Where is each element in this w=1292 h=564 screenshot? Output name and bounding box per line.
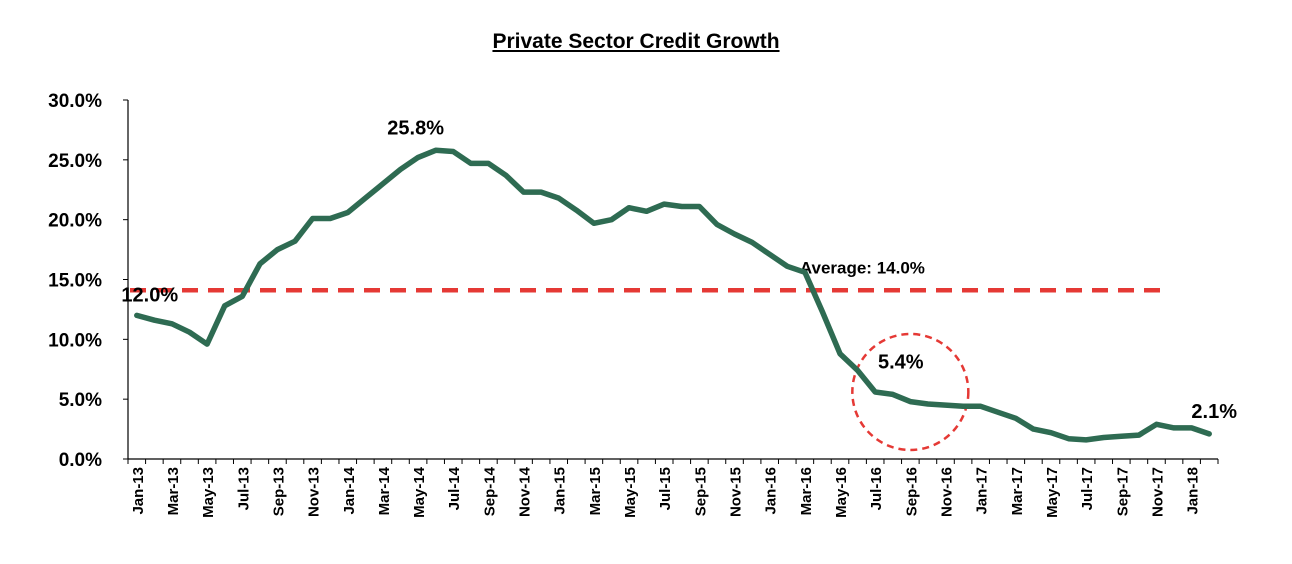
- x-tick-label: Jul-16: [868, 467, 885, 510]
- y-tick-label: 20.0%: [48, 211, 102, 232]
- x-tick-label: Jul-15: [657, 467, 674, 510]
- x-tick-label: May-14: [411, 466, 428, 518]
- x-tick-label: Jan-16: [763, 467, 780, 515]
- data-label: 2.1%: [1191, 401, 1237, 423]
- chart-title: Private Sector Credit Growth: [492, 30, 780, 53]
- x-tick-label: Sep-13: [270, 467, 287, 516]
- x-tick-label: Mar-17: [1009, 467, 1026, 515]
- x-axis-ticks: Jan-13 Mar-13 May-13 Jul-13 Sep-13 Nov-13 Jan-…: [127, 459, 1219, 518]
- y-tick-label: 15.0%: [48, 271, 102, 292]
- x-tick-label: Mar-14: [376, 466, 393, 515]
- x-tick-label: Sep-17: [1114, 467, 1131, 516]
- x-tick-label: Jul-17: [1079, 467, 1096, 510]
- y-tick-label: 25.0%: [48, 151, 102, 172]
- chart-axes: [127, 100, 1218, 460]
- y-axis-ticks: 0.0% 5.0% 10.0% 15.0% 20.0% 25.0% 30.0%: [48, 91, 128, 471]
- x-tick-label: Sep-14: [481, 466, 498, 516]
- series-line: [134, 147, 1212, 443]
- x-tick-label: Nov-13: [306, 467, 323, 517]
- x-tick-label: Sep-16: [903, 467, 920, 516]
- x-tick-label: May-16: [833, 467, 850, 518]
- x-tick-label: Jan-18: [1185, 467, 1202, 515]
- average-label: Average: 14.0%: [800, 258, 925, 277]
- y-tick-label: 10.0%: [48, 330, 102, 351]
- x-tick-label: May-15: [622, 467, 639, 518]
- y-tick-label: 0.0%: [59, 450, 102, 471]
- x-tick-label: Jan-17: [974, 467, 991, 515]
- x-tick-label: Jan-13: [130, 467, 147, 515]
- series-group: [134, 147, 1212, 443]
- y-tick-label: 30.0%: [48, 91, 102, 112]
- x-tick-label: Nov-16: [939, 467, 956, 517]
- x-tick-label: Mar-16: [798, 467, 815, 515]
- x-tick-label: Jan-15: [552, 467, 569, 515]
- data-labels: 12.0% 25.8% 5.4% 2.1%: [121, 117, 1237, 423]
- data-label: 12.0%: [121, 284, 178, 306]
- x-tick-label: Nov-15: [728, 467, 745, 517]
- x-tick-label: Nov-17: [1149, 467, 1166, 517]
- x-tick-label: Nov-14: [517, 466, 534, 517]
- x-tick-label: Sep-15: [692, 467, 709, 516]
- average-line-group: Average: 14.0%: [130, 258, 1167, 452]
- x-tick-label: Jul-13: [235, 467, 252, 510]
- data-label: 5.4%: [878, 351, 924, 373]
- x-tick-label: Jul-14: [446, 466, 463, 510]
- y-tick-label: 5.0%: [59, 390, 102, 411]
- x-tick-label: Mar-13: [165, 467, 182, 515]
- data-label: 25.8%: [387, 117, 444, 139]
- x-tick-label: May-17: [1044, 467, 1061, 518]
- x-tick-label: May-13: [200, 467, 217, 518]
- highlight-circle: [851, 332, 970, 452]
- x-tick-label: Mar-15: [587, 467, 604, 515]
- x-tick-label: Jan-14: [341, 466, 358, 514]
